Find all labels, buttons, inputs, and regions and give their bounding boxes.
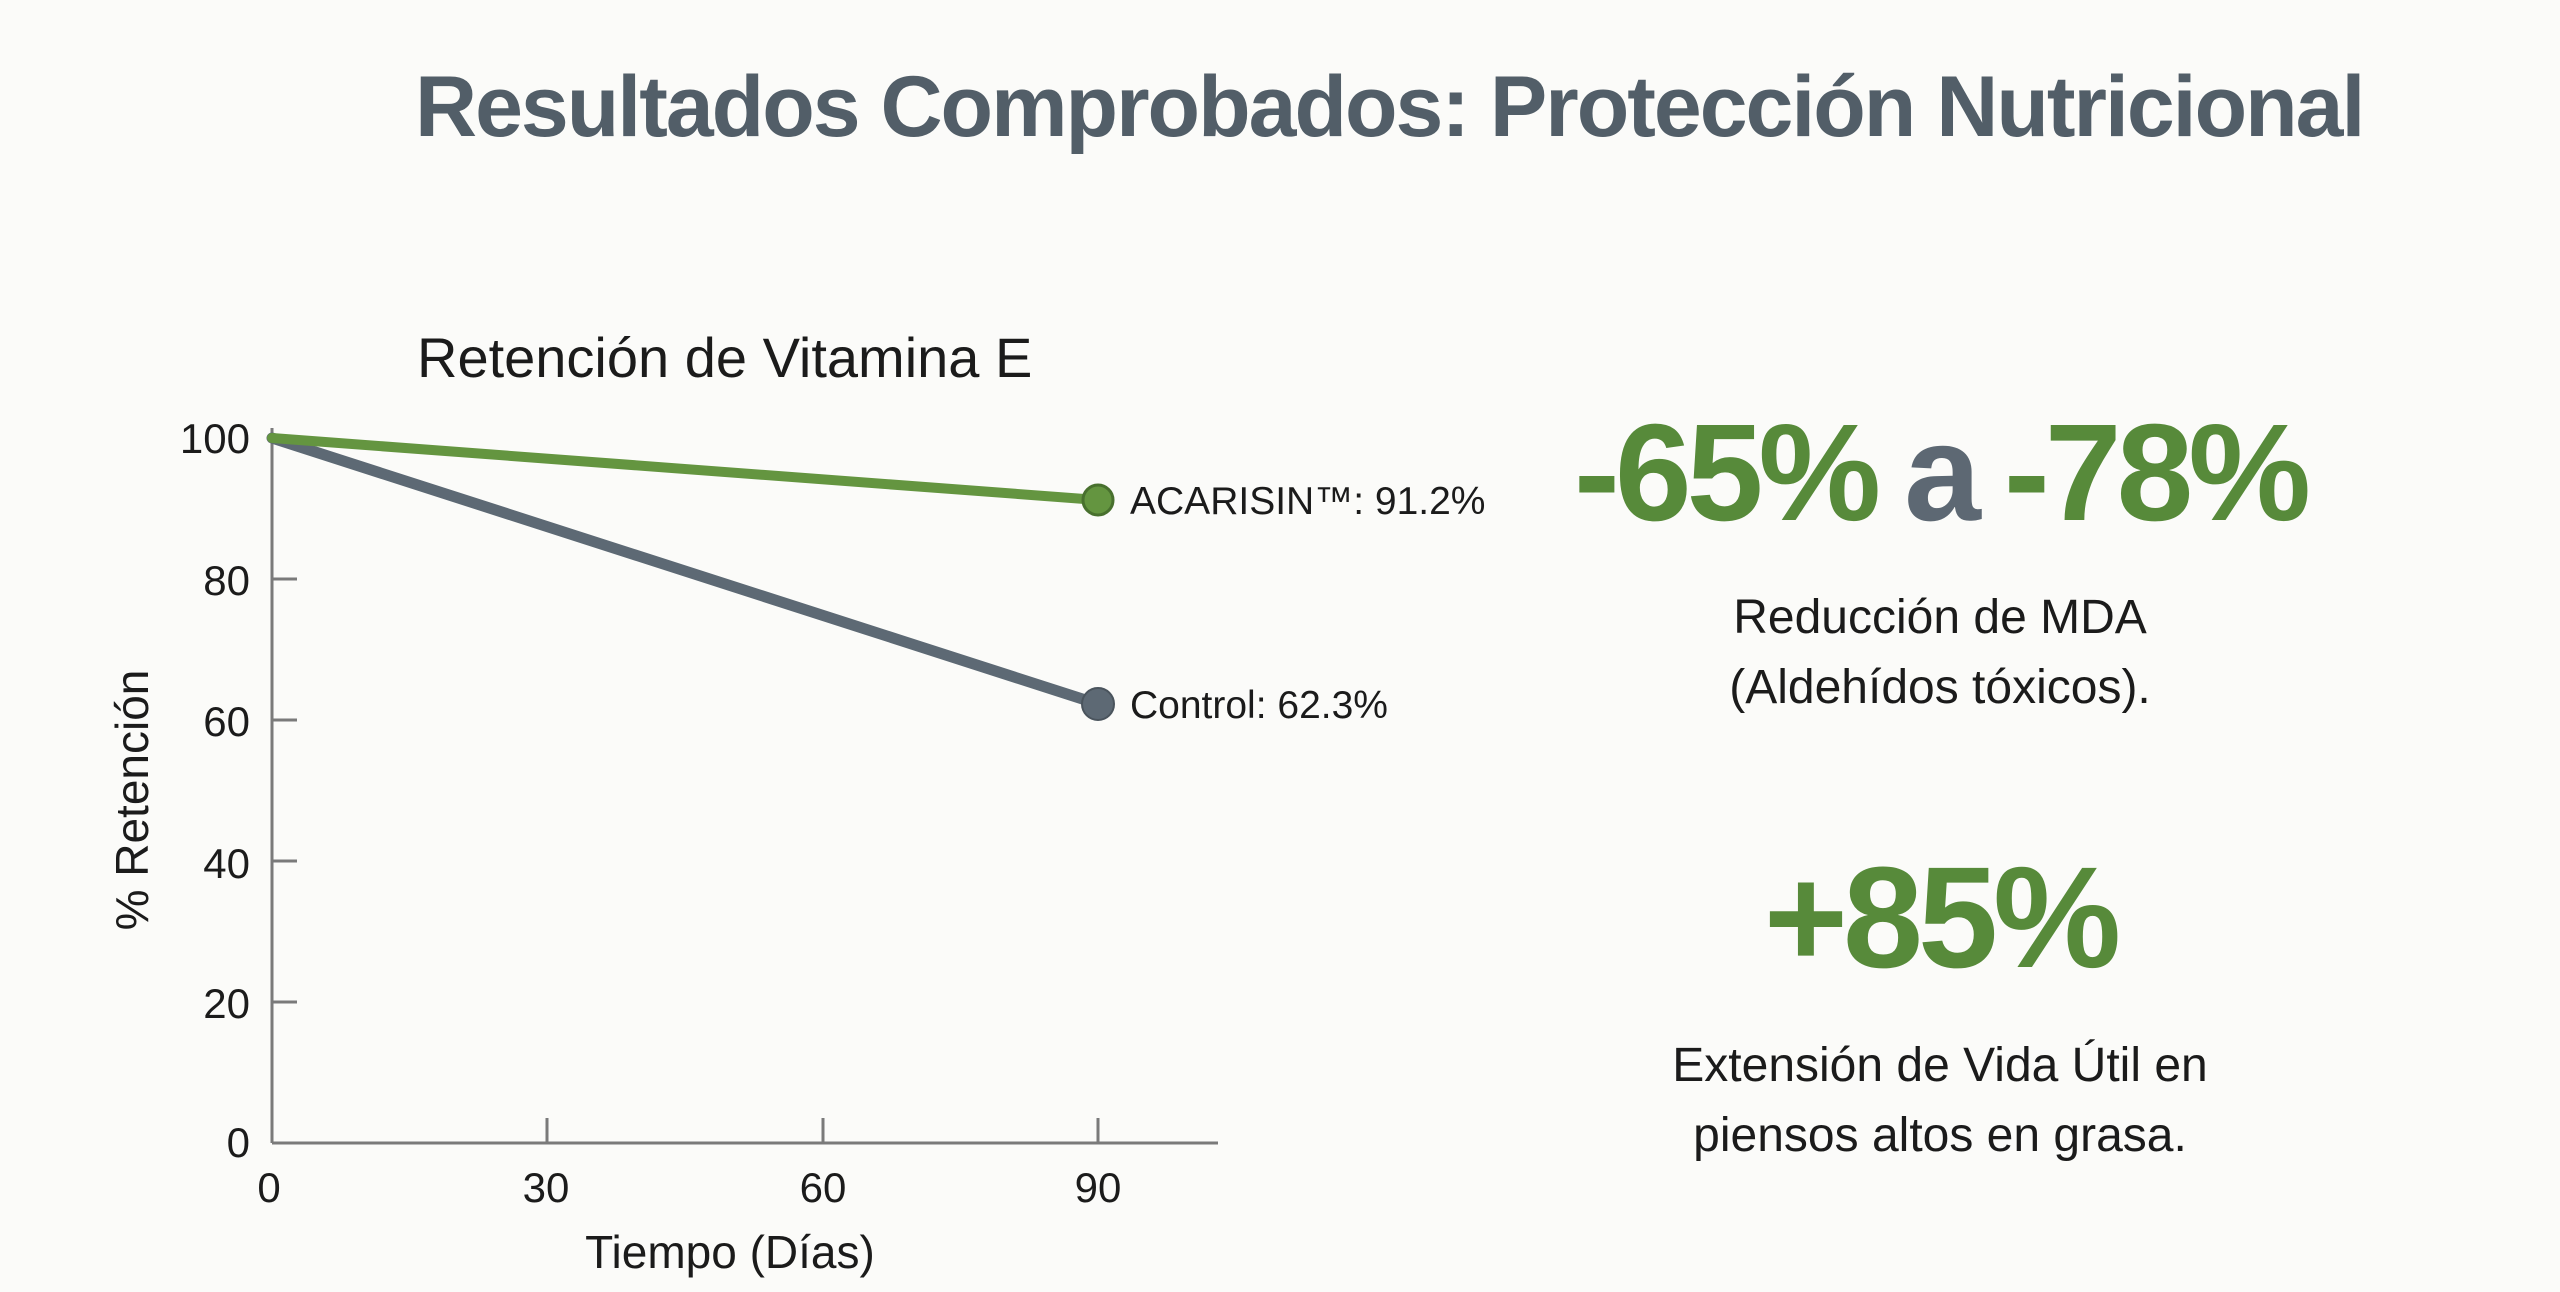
x-axis-title: Tiempo (Días) [585,1226,875,1278]
y-tick-label-100: 100 [180,415,250,462]
shelf-life-caption-line-2: piensos altos en grasa. [1693,1108,2187,1162]
acarisin-end-label: ACARISIN™: 91.2% [1130,480,1485,523]
y-axis-title: % Retención [106,670,158,931]
y-tick-label-40: 40 [203,840,250,887]
mda-range-connector: a [1904,396,1981,550]
shelf-life-value: +85% [1763,837,2121,999]
y-tick-label-60: 60 [203,698,250,745]
control-end-label: Control: 62.3% [1130,684,1388,727]
mda-value-from: -65% [1573,396,1881,550]
mda-reduction-value: -65% a -78% [1490,404,2390,542]
mda-caption-line-1: Reducción de MDA [1733,591,2147,645]
acarisin-end-marker [1081,483,1115,517]
x-tick-label-30: 30 [523,1164,570,1211]
x-tick-label-90: 90 [1075,1164,1122,1211]
mda-caption-line-2: (Aldehídos tóxicos). [1729,660,2151,714]
y-tick-label-20: 20 [203,980,250,1027]
y-tick-label-0: 0 [227,1119,250,1166]
y-tick-label-80: 80 [203,557,250,604]
control-end-marker [1081,687,1115,721]
slide-title: Resultados Comprobados: Protección Nutri… [415,59,2365,155]
control-series-line [266,432,1104,710]
shelf-life-caption-line-1: Extensión de Vida Útil en [1672,1039,2208,1093]
stats-column: -65% a -78% Reducción de MDA (Aldehídos tó… [1490,404,2390,1170]
shelf-life-caption: Extensión de Vida Útil en piensos altos … [1490,1031,2390,1170]
acarisin-series-line [267,433,1103,505]
vitamin-e-retention-chart: Retención de Vitamina E 100 80 60 40 20 … [106,326,1485,1278]
x-tick-label-0: 0 [257,1164,280,1211]
mda-reduction-caption: Reducción de MDA (Aldehídos tóxicos). [1490,583,2390,722]
mda-value-to: -78% [2003,396,2311,550]
x-tick-label-60: 60 [800,1164,847,1211]
chart-title: Retención de Vitamina E [417,326,1032,389]
